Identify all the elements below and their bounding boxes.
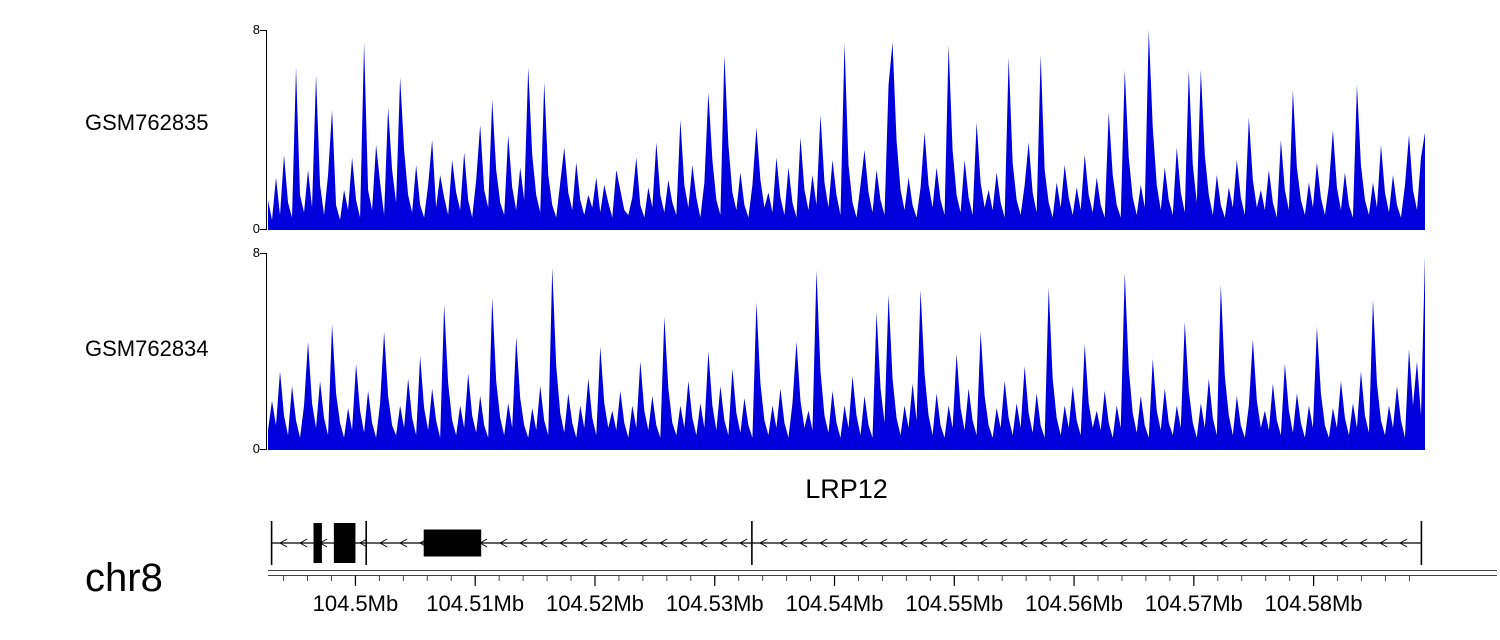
track-label-gsm762835: GSM762835 [85, 110, 209, 135]
coordinate-tick-label: 104.57Mb [1145, 591, 1243, 616]
coverage-plot-gsm762835 [268, 30, 1425, 230]
coordinate-tick-label: 104.51Mb [426, 591, 524, 616]
coverage-area [268, 30, 1425, 230]
coordinate-tick-label: 104.56Mb [1025, 591, 1123, 616]
coordinate-tick-label: 104.5Mb [313, 591, 399, 616]
gene-name-label: LRP12 [805, 474, 888, 504]
coordinate-tick-label: 104.53Mb [666, 591, 764, 616]
coordinate-tick-label: 104.55Mb [905, 591, 1003, 616]
chromosome-label: chr8 [85, 556, 163, 600]
coordinate-tick-label: 104.54Mb [786, 591, 884, 616]
y-max-label-track1: 8 [252, 22, 260, 37]
y-min-label-track1: 0 [252, 221, 260, 236]
coverage-area [268, 255, 1425, 450]
track-label-gsm762834: GSM762834 [85, 336, 209, 361]
y-min-label-track2: 0 [252, 441, 260, 456]
coverage-plot-gsm762834 [268, 255, 1425, 450]
y-max-label-track2: 8 [252, 245, 260, 260]
coordinate-tick-label: 104.58Mb [1265, 591, 1363, 616]
coordinate-tick-label: 104.52Mb [546, 591, 644, 616]
